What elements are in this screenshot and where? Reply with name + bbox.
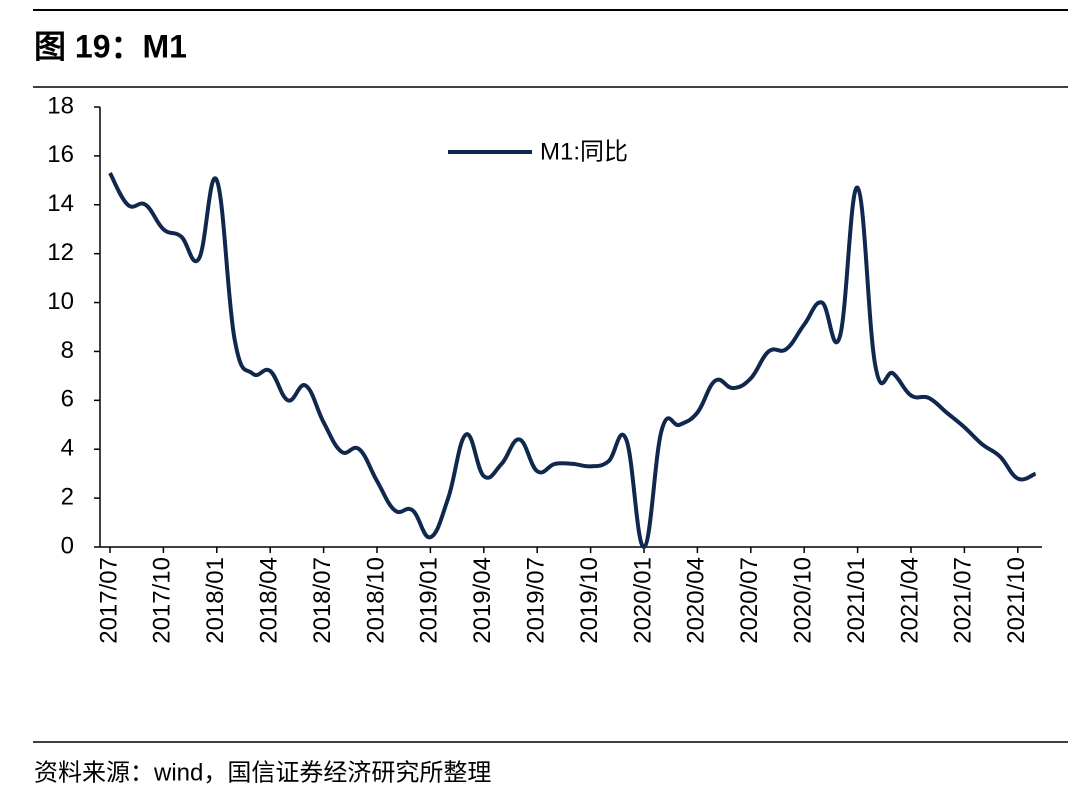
x-tick-label: 2018/10 xyxy=(362,557,389,644)
x-tick-label: 2017/10 xyxy=(149,557,176,644)
y-tick-label: 18 xyxy=(47,92,74,119)
x-tick-label: 2018/01 xyxy=(202,557,229,644)
legend-label: M1:同比 xyxy=(540,138,628,165)
series-line xyxy=(108,172,1037,550)
x-tick-label: 2020/04 xyxy=(683,557,710,644)
x-tick-label: 2019/04 xyxy=(469,557,496,644)
x-tick-label: 2020/10 xyxy=(790,557,817,644)
y-tick-label: 0 xyxy=(61,532,74,559)
y-tick-label: 8 xyxy=(61,337,74,364)
x-tick-label: 2020/01 xyxy=(629,557,656,644)
x-tick-label: 2017/07 xyxy=(95,557,122,644)
x-tick-label: 2018/07 xyxy=(309,557,336,644)
y-tick-label: 12 xyxy=(47,239,74,266)
x-tick-label: 2021/01 xyxy=(843,557,870,644)
title: 图 19：M1 xyxy=(34,28,187,64)
x-tick-label: 2019/01 xyxy=(416,557,443,644)
y-tick-label: 14 xyxy=(47,190,74,217)
x-tick-label: 2021/07 xyxy=(950,557,977,644)
x-tick-label: 2019/07 xyxy=(523,557,550,644)
x-tick-label: 2019/10 xyxy=(576,557,603,644)
y-tick-label: 16 xyxy=(47,141,74,168)
x-tick-label: 2020/07 xyxy=(736,557,763,644)
y-tick-label: 2 xyxy=(61,483,74,510)
x-tick-label: 2021/10 xyxy=(1003,557,1030,644)
x-tick-label: 2021/04 xyxy=(896,557,923,644)
y-tick-label: 4 xyxy=(61,435,74,462)
y-tick-label: 10 xyxy=(47,288,74,315)
source: 资料来源：wind，国信证券经济研究所整理 xyxy=(34,759,491,786)
y-tick-label: 6 xyxy=(61,386,74,413)
x-tick-label: 2018/04 xyxy=(256,557,283,644)
